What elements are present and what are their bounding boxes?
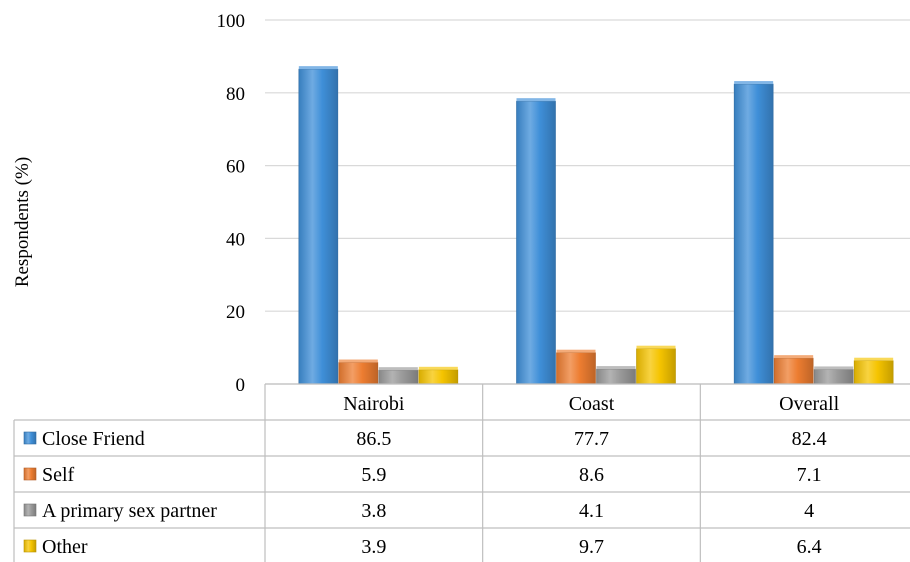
data-label: 6.4 xyxy=(797,536,822,558)
bar-top-highlight xyxy=(854,357,894,361)
data-label: 86.5 xyxy=(356,428,391,450)
y-tick-label: 100 xyxy=(217,11,246,32)
x-tick-label: Overall xyxy=(779,393,839,415)
data-label: 3.8 xyxy=(361,500,386,522)
y-axis-label: Respondents (%) xyxy=(12,157,33,287)
bar-self-overall xyxy=(773,357,814,385)
data-label: 4.1 xyxy=(579,500,604,522)
data-table: Nairobi Coast Overall Close Friend 86.5 77.7 8… xyxy=(13,383,910,562)
data-label: 7.1 xyxy=(797,464,822,486)
y-tick-label: 0 xyxy=(236,375,246,396)
bar-a-primary-sex-partner-coast xyxy=(596,368,636,385)
y-axis-ticks: 0 20 40 60 80 100 xyxy=(217,11,246,396)
legend-entry: A primary sex partner xyxy=(42,500,217,522)
legend-key-other xyxy=(23,539,37,553)
bar-top-highlight xyxy=(298,66,338,70)
bar-a-primary-sex-partner-overall xyxy=(813,369,854,385)
data-label: 9.7 xyxy=(579,536,604,558)
bar-top-highlight xyxy=(378,367,418,371)
bar-top-highlight xyxy=(556,349,596,353)
legend-entry: Self xyxy=(42,464,75,486)
bar-close-friend-coast xyxy=(516,100,556,385)
bar-other-nairobi xyxy=(418,369,459,385)
legend-entry: Other xyxy=(42,536,88,558)
bar-close-friend-nairobi xyxy=(298,68,339,385)
bar-close-friend-overall xyxy=(733,83,774,385)
bar-a-primary-sex-partner-nairobi xyxy=(378,369,419,385)
bar-self-coast xyxy=(556,352,596,385)
y-tick-label: 80 xyxy=(226,84,245,105)
legend-key-self xyxy=(23,467,37,481)
y-tick-label: 40 xyxy=(226,229,245,250)
data-label: 4 xyxy=(804,500,814,522)
data-label: 8.6 xyxy=(579,464,604,486)
legend-key-a-primary-sex-partner xyxy=(23,503,37,517)
data-label: 5.9 xyxy=(361,464,386,486)
x-tick-label: Nairobi xyxy=(343,393,405,415)
bar-top-highlight xyxy=(516,98,556,102)
bar-top-highlight xyxy=(814,366,854,370)
data-label: 3.9 xyxy=(361,536,386,558)
data-label: 77.7 xyxy=(574,428,609,450)
legend-key-close-friend xyxy=(23,431,37,445)
bar-other-coast xyxy=(636,348,676,385)
bar-other-overall xyxy=(853,360,894,385)
data-label: 82.4 xyxy=(792,428,827,450)
bar-top-highlight xyxy=(338,359,378,363)
legend-entry: Close Friend xyxy=(42,428,145,450)
x-tick-label: Coast xyxy=(569,393,615,415)
bar-top-highlight xyxy=(774,355,814,359)
y-tick-label: 60 xyxy=(226,157,245,178)
bar-top-highlight xyxy=(418,366,458,370)
bar-top-highlight xyxy=(636,345,676,349)
bar-self-nairobi xyxy=(338,362,379,385)
bars xyxy=(298,66,894,385)
y-tick-label: 20 xyxy=(226,302,245,323)
bar-top-highlight xyxy=(734,81,774,85)
bar-top-highlight xyxy=(596,366,636,370)
gridlines xyxy=(265,19,910,385)
